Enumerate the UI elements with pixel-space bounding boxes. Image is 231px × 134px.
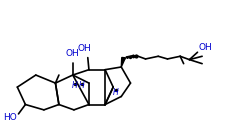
Polygon shape (121, 57, 125, 67)
Text: H: H (113, 88, 118, 97)
Text: OH: OH (66, 49, 80, 58)
Text: H: H (79, 81, 85, 90)
Text: HO: HO (3, 113, 17, 122)
Text: H: H (72, 81, 78, 90)
Text: OH: OH (199, 43, 213, 52)
Text: OH: OH (77, 44, 91, 53)
